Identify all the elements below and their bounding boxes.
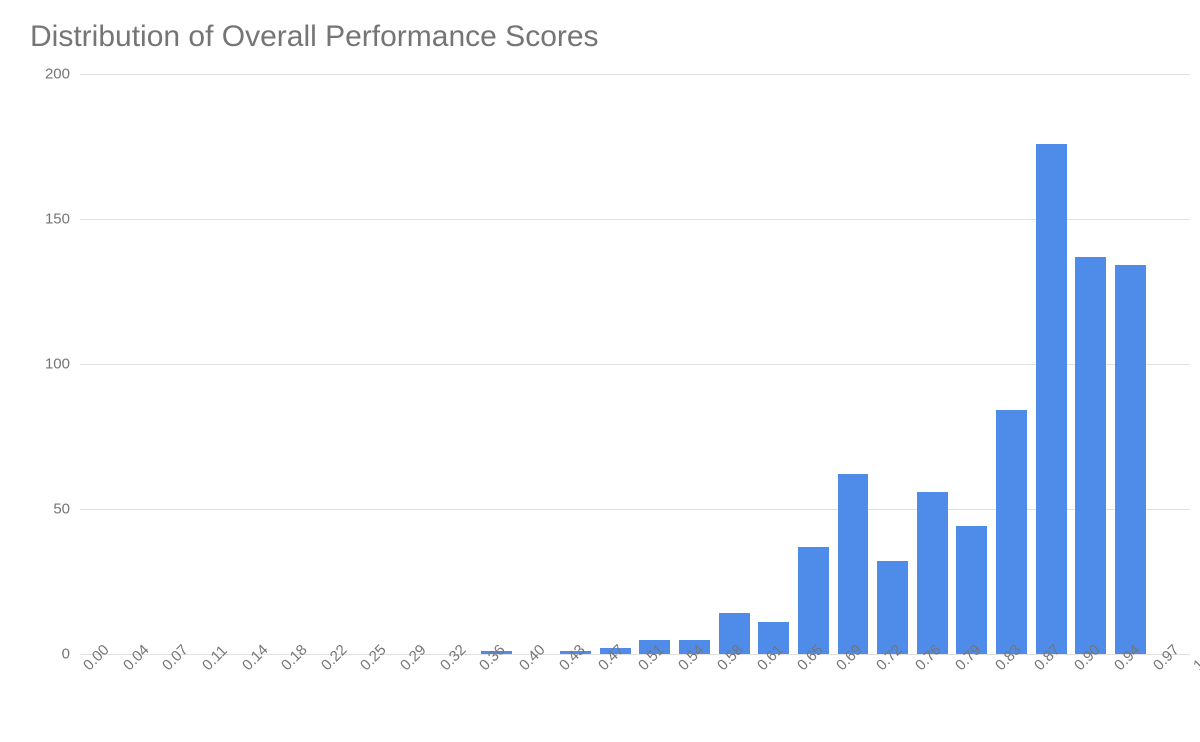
bar-slot <box>556 74 596 654</box>
plot-area: 050100150200 <box>80 74 1190 654</box>
x-label-slot: 0.11 <box>199 654 239 714</box>
x-label-slot: 0.22 <box>318 654 358 714</box>
x-label-slot: 0.97 <box>1150 654 1190 714</box>
bar-slot <box>992 74 1032 654</box>
x-label-slot: 0.90 <box>1071 654 1111 714</box>
bar <box>996 410 1027 654</box>
x-label-slot: 0.40 <box>516 654 556 714</box>
x-label-slot: 0.14 <box>239 654 279 714</box>
x-label-slot: 0.32 <box>437 654 477 714</box>
bar-slot <box>1031 74 1071 654</box>
x-label-slot: 0.58 <box>714 654 754 714</box>
bar-slot <box>833 74 873 654</box>
bar-slot <box>159 74 199 654</box>
y-tick-label: 200 <box>30 66 70 83</box>
bar <box>1036 144 1067 654</box>
bar-slot <box>635 74 675 654</box>
bar <box>1075 257 1106 654</box>
bar <box>877 561 908 654</box>
bar-slot <box>199 74 239 654</box>
bar-slot <box>912 74 952 654</box>
bar-slot <box>675 74 715 654</box>
bar-slot <box>318 74 358 654</box>
bar-slot <box>1150 74 1190 654</box>
x-label-slot: 0.47 <box>595 654 635 714</box>
bar-slot <box>754 74 794 654</box>
bar-slot <box>476 74 516 654</box>
x-label-slot: 0.69 <box>833 654 873 714</box>
bar <box>956 526 987 654</box>
bar-slot <box>80 74 120 654</box>
x-label-slot: 0.87 <box>1031 654 1071 714</box>
y-tick-label: 50 <box>30 501 70 518</box>
bar-slot <box>873 74 913 654</box>
bar-slot <box>437 74 477 654</box>
x-label-slot: 0.07 <box>159 654 199 714</box>
y-tick-label: 100 <box>30 356 70 373</box>
bar-slot <box>357 74 397 654</box>
bar-slot <box>714 74 754 654</box>
bar-slot <box>794 74 834 654</box>
bar <box>917 492 948 654</box>
x-label-slot: 0.83 <box>992 654 1032 714</box>
chart-title: Distribution of Overall Performance Scor… <box>30 20 1190 54</box>
bar-slot <box>120 74 160 654</box>
x-label-slot: 0.76 <box>912 654 952 714</box>
bar-slot <box>595 74 635 654</box>
bar-slot <box>397 74 437 654</box>
bar-slot <box>1111 74 1151 654</box>
bar <box>838 474 869 654</box>
x-label-slot: 0.43 <box>556 654 596 714</box>
bar-slot <box>239 74 279 654</box>
bars-container <box>80 74 1190 654</box>
x-label-slot: 0.94 <box>1111 654 1151 714</box>
x-label-slot: 0.29 <box>397 654 437 714</box>
x-label-slot: 0.61 <box>754 654 794 714</box>
x-tick-label: 1.01 <box>1190 641 1200 674</box>
x-label-slot: 0.65 <box>794 654 834 714</box>
y-tick-label: 0 <box>30 646 70 663</box>
bar-slot <box>516 74 556 654</box>
x-label-slot: 0.72 <box>873 654 913 714</box>
x-label-slot: 0.36 <box>476 654 516 714</box>
x-label-slot: 0.54 <box>675 654 715 714</box>
x-axis-labels: 0.000.040.070.110.140.180.220.250.290.32… <box>80 654 1190 714</box>
x-label-slot: 0.04 <box>120 654 160 714</box>
histogram-chart: Distribution of Overall Performance Scor… <box>30 20 1190 732</box>
y-tick-label: 150 <box>30 211 70 228</box>
x-label-slot: 0.00 <box>80 654 120 714</box>
bar-slot <box>278 74 318 654</box>
x-label-slot: 0.51 <box>635 654 675 714</box>
x-label-slot: 0.79 <box>952 654 992 714</box>
bar <box>798 547 829 654</box>
bar-slot <box>952 74 992 654</box>
bar-slot <box>1071 74 1111 654</box>
bar <box>1115 265 1146 654</box>
x-label-slot: 0.18 <box>278 654 318 714</box>
x-label-slot: 0.25 <box>357 654 397 714</box>
